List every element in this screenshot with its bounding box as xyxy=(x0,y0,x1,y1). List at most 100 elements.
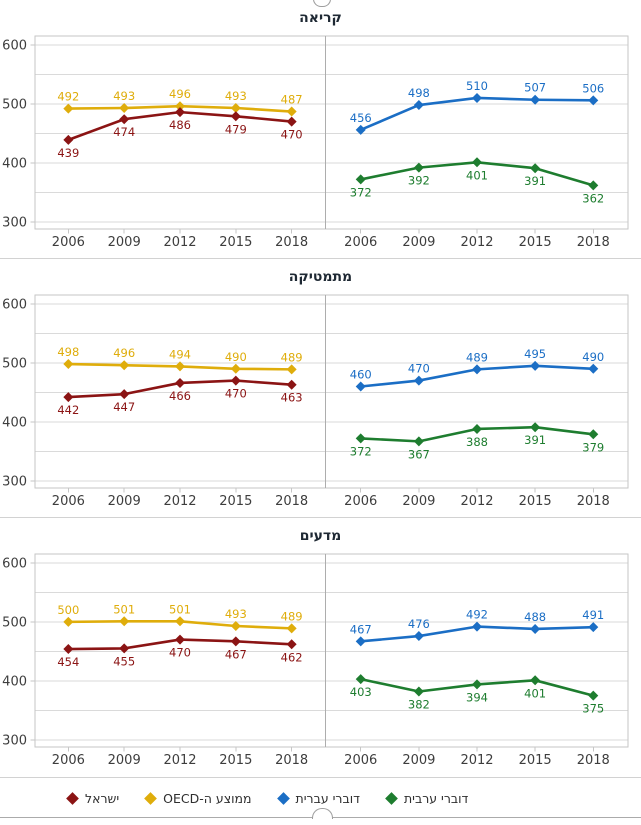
y-tick-label: 300 xyxy=(2,474,27,489)
diamond-marker-icon xyxy=(175,377,185,388)
diamond-marker-icon xyxy=(413,631,424,642)
data-point-label: 382 xyxy=(408,698,430,712)
data-point-label: 486 xyxy=(169,118,191,132)
x-tick-label: 2015 xyxy=(519,494,552,509)
data-point-label: 510 xyxy=(466,79,488,93)
section-divider xyxy=(0,777,641,778)
data-point-label: 507 xyxy=(524,81,546,95)
data-point-label: 476 xyxy=(408,617,430,631)
chart-title-math: מתמטיקה xyxy=(288,269,353,285)
diamond-marker-icon xyxy=(230,111,241,122)
data-point-label: 495 xyxy=(524,347,546,361)
x-tick-label: 2009 xyxy=(108,494,141,509)
data-point-label: 394 xyxy=(466,690,488,704)
x-tick-label: 2018 xyxy=(275,753,308,768)
data-point-label: 470 xyxy=(281,128,303,142)
diamond-marker-icon xyxy=(276,791,290,805)
diamond-marker-icon xyxy=(413,686,424,697)
data-point-label: 493 xyxy=(225,89,247,103)
data-point-label: 454 xyxy=(57,655,79,669)
x-tick-label: 2012 xyxy=(163,235,196,250)
diamond-marker-icon xyxy=(530,163,541,174)
diamond-marker-icon xyxy=(119,360,130,371)
diamond-marker-icon xyxy=(286,364,297,375)
data-point-label: 500 xyxy=(57,603,79,617)
series-oecd: 500 501 501 493 489 xyxy=(57,602,303,634)
diamond-marker-icon xyxy=(119,616,130,627)
data-point-label: 494 xyxy=(169,347,191,361)
diamond-marker-icon xyxy=(588,95,599,106)
data-point-label: 493 xyxy=(225,607,247,621)
y-axis: 600 500 400 300 xyxy=(2,297,35,489)
y-tick-label: 400 xyxy=(2,156,27,171)
data-point-label: 498 xyxy=(57,345,79,359)
diamond-marker-icon xyxy=(230,363,241,374)
y-tick-label: 600 xyxy=(2,297,27,312)
data-point-label: 372 xyxy=(350,185,372,199)
x-tick-label: 2006 xyxy=(344,494,377,509)
chart-section-science: מדעים 600 500 400 300 2006 2009 2012 2015 2018 50… xyxy=(0,518,641,770)
data-point-label: 492 xyxy=(57,90,79,104)
legend-label: דוברי ערבית xyxy=(403,790,469,806)
diamond-marker-icon xyxy=(385,791,398,805)
data-point-label: 455 xyxy=(113,654,135,668)
data-point-label: 487 xyxy=(281,93,303,107)
diamond-marker-icon xyxy=(413,436,424,447)
chart-legend: ישראל ממוצע ה-OECD דוברי עברית דוברי ערב… xyxy=(0,778,641,818)
diamond-marker-icon xyxy=(472,679,482,690)
diamond-marker-icon xyxy=(286,379,297,390)
series-hebrew_speakers: 467 476 492 488 491 xyxy=(350,608,604,647)
panel-right: 2006 2009 2012 2015 2018 467 476 492 488 491 403 38… xyxy=(344,608,610,768)
diamond-marker-icon xyxy=(66,791,79,805)
x-tick-label: 2015 xyxy=(519,753,552,768)
section-divider xyxy=(0,258,641,259)
diamond-marker-icon xyxy=(175,107,185,118)
diamond-marker-icon xyxy=(119,103,130,114)
x-tick-label: 2009 xyxy=(402,494,435,509)
diamond-marker-icon xyxy=(119,114,130,125)
x-tick-label: 2012 xyxy=(460,235,493,250)
data-point-label: 463 xyxy=(281,391,303,405)
x-tick-label: 2006 xyxy=(344,753,377,768)
data-point-label: 470 xyxy=(169,646,191,660)
diamond-marker-icon xyxy=(530,675,541,686)
x-tick-label: 2015 xyxy=(219,235,252,250)
data-point-label: 462 xyxy=(281,650,303,664)
y-axis: 600 500 400 300 xyxy=(2,556,35,748)
x-tick-label: 2009 xyxy=(402,753,435,768)
diamond-marker-icon xyxy=(286,639,297,650)
diamond-marker-icon xyxy=(413,375,424,386)
data-point-label: 470 xyxy=(408,362,430,376)
diamond-marker-icon xyxy=(472,621,482,632)
diamond-marker-icon xyxy=(230,103,241,114)
data-point-label: 490 xyxy=(582,350,604,364)
data-point-label: 479 xyxy=(225,122,247,136)
data-point-label: 493 xyxy=(113,89,135,103)
data-point-label: 501 xyxy=(113,602,135,616)
panel-right: 2006 2009 2012 2015 2018 456 498 510 507 506 372 39… xyxy=(344,79,610,250)
x-tick-label: 2006 xyxy=(52,494,85,509)
series-arabic_speakers: 372 392 401 391 362 xyxy=(350,157,604,205)
diamond-marker-icon xyxy=(144,791,158,805)
x-tick-label: 2006 xyxy=(52,235,85,250)
chart-title-reading: קריאה xyxy=(299,10,342,26)
x-tick-label: 2015 xyxy=(519,235,552,250)
diamond-marker-icon xyxy=(472,423,482,434)
data-point-label: 466 xyxy=(169,389,191,403)
diamond-marker-icon xyxy=(175,634,185,645)
data-point-label: 489 xyxy=(466,350,488,364)
x-tick-label: 2012 xyxy=(163,494,196,509)
diamond-marker-icon xyxy=(355,174,366,185)
data-point-label: 403 xyxy=(350,685,372,699)
data-point-label: 388 xyxy=(466,435,488,449)
diamond-marker-icon xyxy=(175,361,185,372)
diamond-marker-icon xyxy=(472,157,482,168)
diamond-marker-icon xyxy=(413,162,424,173)
data-point-label: 496 xyxy=(113,346,135,360)
data-point-label: 492 xyxy=(466,608,488,622)
chart-section-reading: קריאה 600 500 400 300 2006 2009 2012 2015 2018 49… xyxy=(0,0,641,252)
diamond-marker-icon xyxy=(119,643,130,654)
diamond-marker-icon xyxy=(286,623,297,634)
diamond-marker-icon xyxy=(355,636,366,647)
plot-border xyxy=(34,35,629,230)
